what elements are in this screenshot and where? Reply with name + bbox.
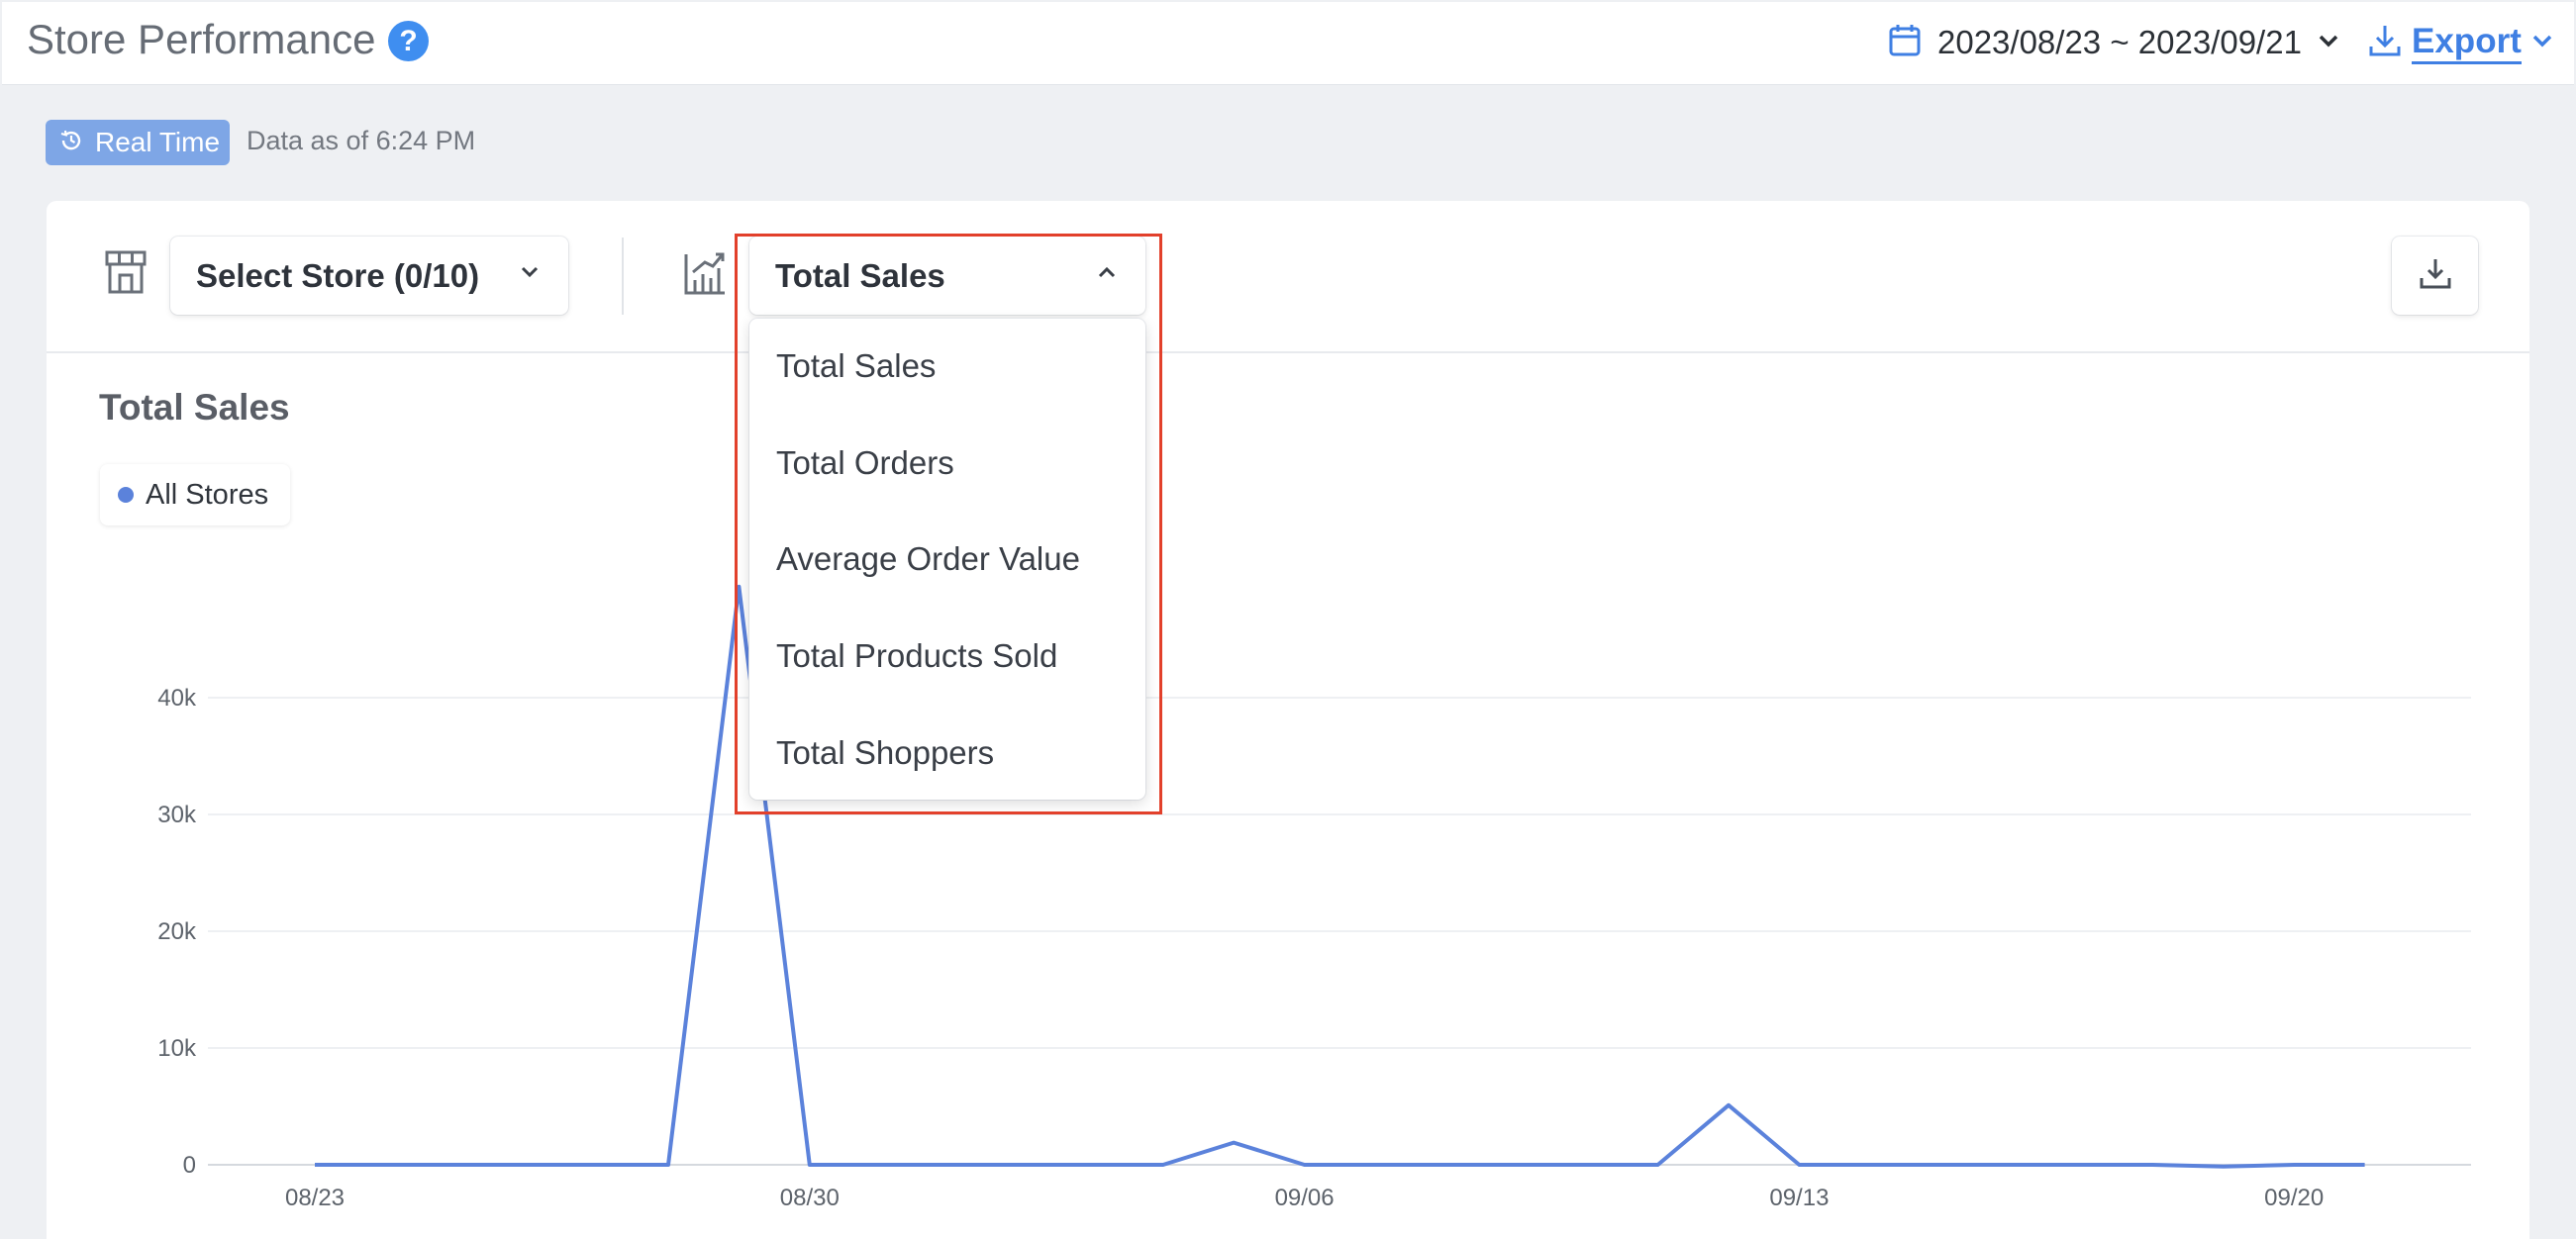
export-button[interactable]: Export xyxy=(2368,20,2553,65)
download-icon xyxy=(2368,23,2402,63)
divider xyxy=(47,351,2529,353)
date-range-picker[interactable]: 2023/08/23 ~ 2023/09/21 xyxy=(1888,20,2339,65)
x-tick-label: 09/20 xyxy=(2264,1185,2324,1211)
real-time-label: Real Time xyxy=(95,127,221,157)
export-label: Export xyxy=(2412,22,2522,64)
series-line-all-stores xyxy=(315,584,2365,1169)
y-tick-label: 30k xyxy=(157,802,197,828)
y-tick-label: 40k xyxy=(157,685,197,712)
question-circle-icon[interactable]: ? xyxy=(388,21,429,61)
bar-chart-trend-icon xyxy=(683,250,727,296)
calendar-icon xyxy=(1888,23,1922,63)
menu-item-total-sales[interactable]: Total Sales xyxy=(776,347,937,384)
divider xyxy=(622,238,624,315)
x-tick-label: 08/23 xyxy=(285,1185,345,1211)
store-select[interactable]: Select Store (0/10) xyxy=(170,237,568,315)
data-timestamp: Data as of 6:24 PM xyxy=(247,126,476,155)
download-icon xyxy=(2419,256,2452,295)
chevron-down-icon xyxy=(519,264,541,285)
store-icon xyxy=(104,249,148,295)
chevron-down-icon xyxy=(2531,33,2553,53)
chevron-down-icon xyxy=(2318,33,2339,53)
menu-item-total-shoppers[interactable]: Total Shoppers xyxy=(776,734,995,771)
header-bar: Store Performance ? 2023/08/23 ~ 2023/09… xyxy=(2,2,2574,85)
menu-item-total-orders[interactable]: Total Orders xyxy=(776,444,954,481)
legend-dot xyxy=(118,487,134,503)
legend-label: All Stores xyxy=(146,478,269,511)
y-tick-label: 0 xyxy=(183,1152,196,1179)
menu-item-average-order-value[interactable]: Average Order Value xyxy=(776,540,1080,577)
y-tick-label: 20k xyxy=(157,918,197,945)
chart-title: Total Sales xyxy=(99,387,290,428)
chart-card xyxy=(47,201,2529,1239)
store-select-label: Select Store (0/10) xyxy=(196,256,480,294)
x-tick-label: 09/13 xyxy=(1769,1185,1829,1211)
x-tick-label: 09/06 xyxy=(1275,1185,1335,1211)
date-range-label: 2023/08/23 ~ 2023/09/21 xyxy=(1937,24,2302,60)
metric-select-label: Total Sales xyxy=(775,256,945,294)
x-tick-label: 08/30 xyxy=(780,1185,840,1211)
history-icon xyxy=(59,129,83,157)
chevron-up-icon xyxy=(1096,264,1118,285)
chart-download-button[interactable] xyxy=(2392,237,2478,315)
metric-dropdown-menu: Total Sales Total Orders Average Order V… xyxy=(749,319,1145,800)
menu-item-total-products-sold[interactable]: Total Products Sold xyxy=(776,637,1058,674)
legend-item-all-stores[interactable]: All Stores xyxy=(100,464,290,525)
real-time-badge: Real Time xyxy=(46,120,230,165)
metric-select[interactable]: Total Sales xyxy=(749,237,1145,315)
y-tick-label: 10k xyxy=(157,1035,197,1062)
page-title: Store Performance xyxy=(27,16,376,62)
